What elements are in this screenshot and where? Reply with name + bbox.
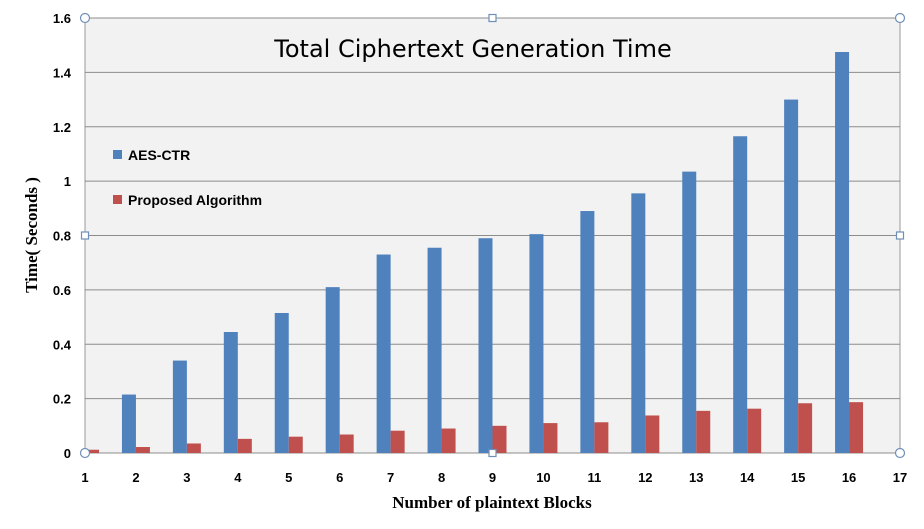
bar-proposed-algorithm — [594, 422, 609, 453]
legend-swatch-proposed-algorithm — [113, 195, 122, 204]
y-tick-label: 1.2 — [53, 120, 71, 135]
bar-aes-ctr — [325, 287, 340, 453]
bar-proposed-algorithm — [288, 436, 303, 453]
y-tick-label: 1.6 — [53, 11, 71, 26]
bar-proposed-algorithm — [237, 438, 252, 453]
bar-aes-ctr — [121, 394, 136, 453]
y-tick-label: 1.4 — [53, 65, 72, 80]
bar-aes-ctr — [835, 51, 850, 453]
bar-aes-ctr — [223, 332, 238, 453]
x-tick-label: 9 — [489, 470, 496, 485]
bar-aes-ctr — [172, 360, 187, 453]
x-tick-label: 4 — [234, 470, 242, 485]
y-tick-label: 0.6 — [53, 283, 71, 298]
bar-aes-ctr — [376, 254, 391, 453]
legend-swatch-aes-ctr — [113, 150, 122, 159]
x-tick-label: 1 — [81, 470, 88, 485]
bar-proposed-algorithm — [441, 428, 456, 453]
bar-proposed-algorithm — [339, 434, 354, 453]
bar-proposed-algorithm — [186, 443, 201, 453]
x-axis-title: Number of plaintext Blocks — [392, 493, 592, 512]
bar-proposed-algorithm — [85, 449, 99, 453]
resize-handle-side[interactable] — [895, 231, 905, 240]
bar-proposed-algorithm — [798, 403, 813, 453]
bar-aes-ctr — [478, 238, 493, 453]
bar-proposed-algorithm — [492, 425, 507, 453]
x-tick-label: 12 — [638, 470, 652, 485]
resize-handle-side[interactable] — [488, 13, 497, 23]
y-tick-labels: 0 0.2 0.4 0.6 0.8 1 1.2 1.4 1.6 — [53, 11, 72, 461]
bar-proposed-algorithm — [543, 423, 558, 453]
resize-handle-side[interactable] — [488, 448, 497, 458]
x-tick-label: 16 — [842, 470, 856, 485]
x-tick-label: 15 — [791, 470, 805, 485]
y-axis-title: Time( Seconds ) — [22, 177, 41, 293]
legend: AES-CTR Proposed Algorithm — [113, 147, 262, 208]
y-tick-label: 0.2 — [53, 392, 71, 407]
x-tick-label: 3 — [183, 470, 190, 485]
resize-handle-corner[interactable] — [894, 12, 906, 24]
selection-handles — [79, 12, 906, 459]
x-tick-labels: 1 2 3 4 5 6 7 8 9 10 11 12 13 14 15 16 17 — [81, 470, 907, 485]
bar-proposed-algorithm — [849, 402, 864, 453]
x-tick-label: 7 — [387, 470, 394, 485]
x-tick-label: 5 — [285, 470, 292, 485]
x-tick-label: 17 — [893, 470, 907, 485]
bar-proposed-algorithm — [645, 415, 660, 453]
x-tick-label: 11 — [588, 470, 602, 485]
bar-aes-ctr — [784, 99, 799, 453]
x-tick-label: 10 — [536, 470, 550, 485]
resize-handle-side[interactable] — [80, 231, 90, 240]
legend-label-proposed-algorithm: Proposed Algorithm — [128, 192, 262, 208]
bar-proposed-algorithm — [696, 410, 711, 453]
bar-proposed-algorithm — [135, 447, 150, 453]
y-tick-label: 0.4 — [53, 337, 72, 352]
y-tick-label: 0.8 — [53, 229, 71, 244]
legend-label-aes-ctr: AES-CTR — [128, 147, 190, 163]
resize-handle-corner[interactable] — [79, 12, 91, 24]
bar-aes-ctr — [682, 171, 697, 453]
bar-aes-ctr — [529, 234, 544, 453]
resize-handle-corner[interactable] — [79, 447, 91, 459]
bar-aes-ctr — [580, 211, 595, 453]
bar-proposed-algorithm — [390, 430, 405, 453]
chart-title: Total Ciphertext Generation Time — [273, 35, 671, 63]
y-tick-label: 1 — [64, 174, 71, 189]
bar-aes-ctr — [427, 247, 442, 453]
bar-proposed-algorithm — [747, 408, 762, 453]
bar-aes-ctr — [631, 193, 646, 453]
x-tick-label: 6 — [336, 470, 343, 485]
bar-aes-ctr — [274, 312, 289, 453]
x-tick-label: 14 — [740, 470, 755, 485]
x-tick-label: 2 — [132, 470, 139, 485]
resize-handle-corner[interactable] — [894, 447, 906, 459]
bars — [85, 51, 864, 453]
x-tick-label: 8 — [438, 470, 445, 485]
bar-aes-ctr — [733, 136, 748, 453]
y-tick-label: 0 — [64, 446, 71, 461]
x-tick-label: 13 — [689, 470, 703, 485]
